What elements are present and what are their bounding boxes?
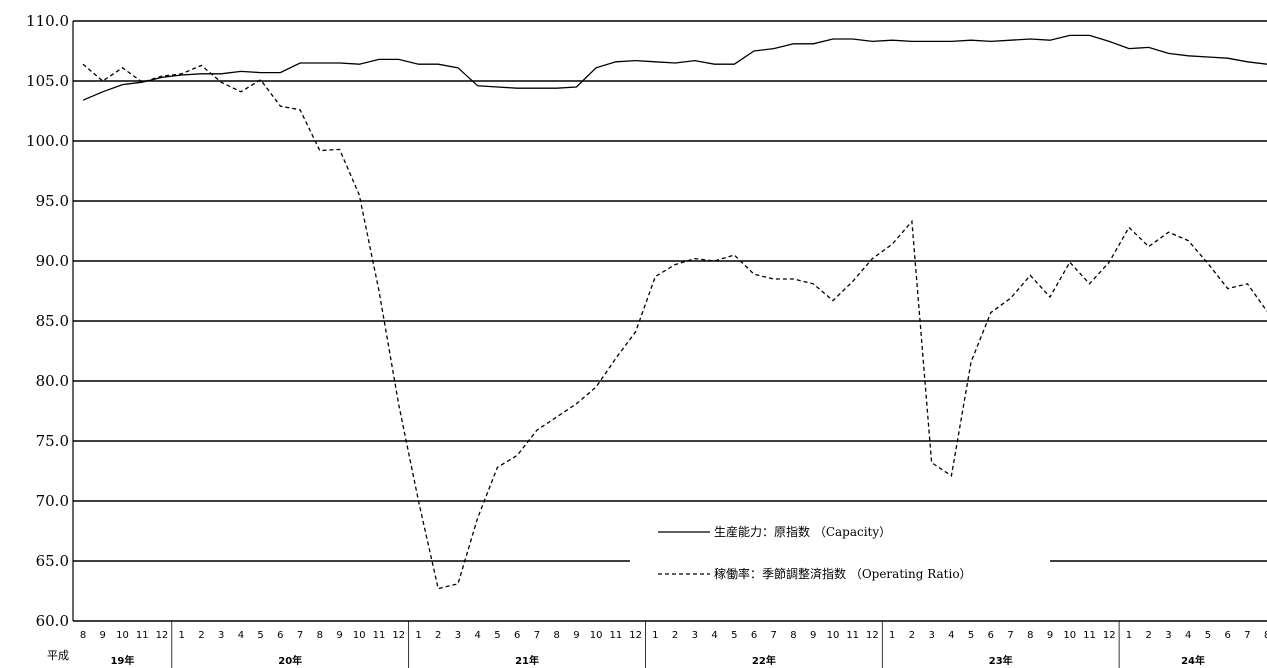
x-tick-label: 4: [475, 630, 481, 641]
x-tick-label: 3: [928, 630, 934, 641]
x-tick-label: 7: [1244, 630, 1250, 641]
x-tick-label: 11: [846, 630, 859, 641]
y-tick-label: 80.0: [36, 372, 69, 390]
series-lines: [82, 34, 1267, 590]
y-tick-label: 70.0: [36, 492, 69, 510]
x-tick-label: 9: [336, 630, 342, 641]
x-tick-label: 1: [178, 630, 184, 641]
x-tick-label: 8: [317, 630, 323, 641]
year-label: 24年: [1181, 654, 1205, 667]
x-tick-label: 10: [590, 630, 603, 641]
x-tick-label: 5: [968, 630, 974, 641]
x-tick-label: 3: [1165, 630, 1171, 641]
x-tick-label: 2: [198, 630, 204, 641]
x-tick-label: 9: [810, 630, 816, 641]
x-tick-label: 10: [1063, 630, 1076, 641]
legend-label-operating-ratio: 稼働率：季節調整済指数 （Operating Ratio）: [714, 566, 972, 581]
x-tick-label: 8: [1264, 630, 1267, 641]
x-tick-label: 8: [1027, 630, 1033, 641]
x-tick-label: 1: [889, 630, 895, 641]
x-tick-label: 1: [1126, 630, 1132, 641]
legend-background: [630, 512, 1050, 592]
x-tick-label: 5: [1205, 630, 1211, 641]
x-tick-label: 8: [790, 630, 796, 641]
x-tick-label: 11: [373, 630, 386, 641]
gridlines: [73, 20, 1267, 622]
x-tick-label: 8: [80, 630, 86, 641]
x-tick-label: 10: [827, 630, 840, 641]
y-tick-label: 110.0: [26, 12, 69, 30]
x-tick-label: 2: [435, 630, 441, 641]
y-axis: 110.0 105.0 100.0 95.0 90.0 85.0 80.0 75.0 70.0 6…: [26, 12, 74, 630]
x-tick-label: 7: [534, 630, 540, 641]
era-label: 平成: [47, 649, 69, 662]
x-tick-label: 11: [1083, 630, 1096, 641]
x-tick-label: 9: [1047, 630, 1053, 641]
x-tick-label: 3: [455, 630, 461, 641]
x-tick-label: 12: [156, 630, 169, 641]
x-tick-label: 6: [988, 630, 994, 641]
x-tick-label: 5: [494, 630, 500, 641]
year-label: 19年: [110, 654, 134, 667]
x-tick-label: 9: [573, 630, 579, 641]
x-tick-label: 4: [238, 630, 244, 641]
x-tick-label: 9: [100, 630, 106, 641]
x-tick-label: 6: [277, 630, 283, 641]
legend-label-capacity: 生産能力：原指数 （Capacity）: [714, 524, 891, 539]
x-tick-label: 12: [392, 630, 405, 641]
x-tick-label: 3: [218, 630, 224, 641]
year-label: 20年: [278, 654, 302, 667]
x-tick-label: 12: [866, 630, 879, 641]
x-tick-label: 4: [1185, 630, 1191, 641]
year-label: 22年: [752, 654, 776, 667]
y-tick-label: 85.0: [36, 312, 69, 330]
x-tick-label: 2: [1146, 630, 1152, 641]
x-tick-label: 8: [553, 630, 559, 641]
year-label: 21年: [515, 654, 539, 667]
x-tick-label: 11: [136, 630, 149, 641]
year-label: 23年: [989, 654, 1013, 667]
y-tick-label: 75.0: [36, 432, 69, 450]
y-tick-label: 60.0: [36, 612, 69, 630]
x-tick-label: 4: [948, 630, 954, 641]
x-tick-label: 2: [909, 630, 915, 641]
x-tick-label: 12: [1103, 630, 1116, 641]
x-tick-label: 7: [297, 630, 303, 641]
x-tick-label: 5: [257, 630, 263, 641]
y-tick-label: 100.0: [26, 132, 69, 150]
x-tick-label: 10: [353, 630, 366, 641]
x-tick-label: 1: [415, 630, 421, 641]
y-tick-label: 90.0: [36, 252, 69, 270]
x-tick-label: 6: [751, 630, 757, 641]
series-line-1: [82, 63, 1267, 590]
series-line-0: [82, 34, 1267, 101]
y-tick-label: 95.0: [36, 192, 69, 210]
x-tick-label: 3: [692, 630, 698, 641]
x-tick-label: 7: [1007, 630, 1013, 641]
x-tick-label: 4: [711, 630, 717, 641]
legend: 生産能力：原指数 （Capacity） 稼働率：季節調整済指数 （Operati…: [630, 512, 1050, 592]
x-tick-label: 6: [1224, 630, 1230, 641]
x-tick-label: 6: [514, 630, 520, 641]
x-axis: 8 9 10 11 12 1 2 3 4 5 6 7 8 9 10 11 12 1 2 3 4 5 6 7 8 9 10 11 12 1 2…: [80, 621, 1267, 668]
x-tick-label: 11: [609, 630, 622, 641]
y-tick-label: 105.0: [26, 72, 69, 90]
x-tick-label: 10: [116, 630, 129, 641]
x-tick-label: 5: [731, 630, 737, 641]
y-tick-label: 65.0: [36, 552, 69, 570]
x-tick-label: 1: [652, 630, 658, 641]
x-tick-label: 2: [672, 630, 678, 641]
x-tick-label: 12: [629, 630, 642, 641]
x-tick-label: 7: [771, 630, 777, 641]
